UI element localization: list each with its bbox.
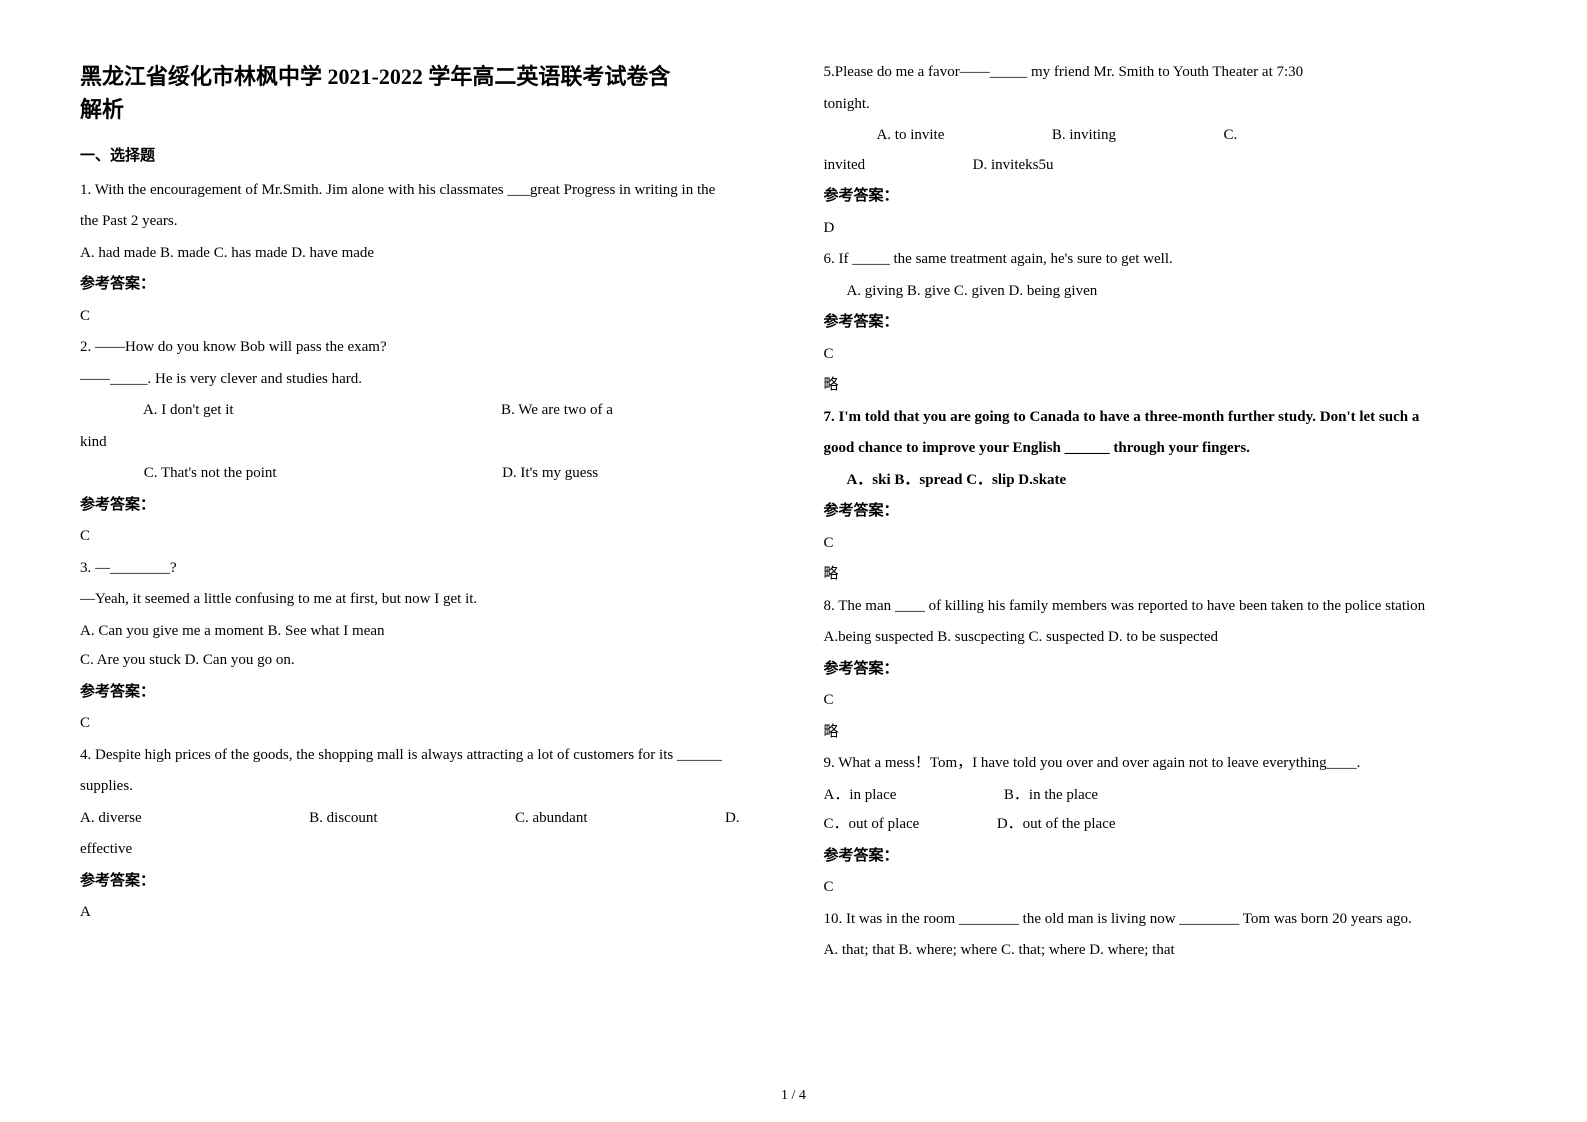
- q6-omit: 略: [824, 373, 1508, 399]
- q3-line2: —Yeah, it seemed a little confusing to m…: [80, 587, 764, 613]
- q2-line2: ——_____. He is very clever and studies h…: [80, 367, 764, 393]
- q7-answer-label: 参考答案：: [824, 499, 1508, 525]
- q5-optB: B. inviting: [1052, 127, 1116, 143]
- q3-answer-label: 参考答案：: [80, 680, 764, 706]
- q1-answer: C: [80, 304, 764, 330]
- q8-text: 8. The man ____ of killing his family me…: [824, 594, 1508, 620]
- q1-options: A. had made B. made C. has made D. have …: [80, 241, 764, 267]
- q1-answer-label: 参考答案：: [80, 272, 764, 298]
- q9-answer: C: [824, 875, 1508, 901]
- q5-answer-label: 参考答案：: [824, 184, 1508, 210]
- q6-options: A. giving B. give C. given D. being give…: [846, 283, 1097, 299]
- q4-effective: effective: [80, 837, 764, 863]
- q2-optA: A. I don't get it: [143, 402, 234, 418]
- q9-optD: D．out of the place: [997, 816, 1116, 832]
- q2-optD: D. It's my guess: [502, 465, 598, 481]
- q2-answer: C: [80, 524, 764, 550]
- q10-options: A. that; that B. where; where C. that; w…: [824, 938, 1508, 964]
- q9-answer-label: 参考答案：: [824, 844, 1508, 870]
- q6-answer-label: 参考答案：: [824, 310, 1508, 336]
- q5-optA: A. to invite: [876, 127, 944, 143]
- q1-text-line1: 1. With the encouragement of Mr.Smith. J…: [80, 178, 764, 204]
- title-line2: 解析: [80, 97, 124, 122]
- q6-text: 6. If _____ the same treatment again, he…: [824, 247, 1508, 273]
- q10-text: 10. It was in the room ________ the old …: [824, 907, 1508, 933]
- q5-text-line1: 5.Please do me a favor——_____ my friend …: [824, 60, 1508, 86]
- q5-answer: D: [824, 216, 1508, 242]
- q2-kind: kind: [80, 430, 764, 456]
- page-footer: 1 / 4: [0, 1088, 1587, 1104]
- q4-answer: A: [80, 900, 764, 926]
- q9-text: 9. What a mess！Tom，I have told you over …: [824, 751, 1508, 777]
- q8-options: A.being suspected B. suscpecting C. susp…: [824, 625, 1508, 651]
- q4-optD: D.: [725, 810, 740, 826]
- q8-answer: C: [824, 688, 1508, 714]
- q3-line1: 3. —________?: [80, 556, 764, 582]
- q6-answer: C: [824, 342, 1508, 368]
- q4-text-line2: supplies.: [80, 774, 764, 800]
- title-line1: 黑龙江省绥化市林枫中学 2021-2022 学年高二英语联考试卷含: [80, 64, 670, 89]
- q3-optsAB: A. Can you give me a moment B. See what …: [80, 619, 764, 645]
- q2-optB: B. We are two of a: [501, 402, 613, 418]
- q2-line1: 2. ——How do you know Bob will pass the e…: [80, 335, 764, 361]
- q7-text-line2: good chance to improve your English ____…: [824, 436, 1508, 462]
- q1-text-line2: the Past 2 years.: [80, 209, 764, 235]
- q4-answer-label: 参考答案：: [80, 869, 764, 895]
- q7-answer: C: [824, 531, 1508, 557]
- q5-optD: D. inviteks5u: [973, 157, 1054, 173]
- q7-omit: 略: [824, 562, 1508, 588]
- q2-optC: C. That's not the point: [144, 465, 277, 481]
- q9-optA: A．in place: [824, 787, 897, 803]
- q3-optsCD: C. Are you stuck D. Can you go on.: [80, 648, 764, 674]
- q9-optC: C．out of place: [824, 816, 920, 832]
- q4-optC: C. abundant: [515, 810, 588, 826]
- q7-options: A．ski B．spread C．slip D.skate: [846, 472, 1066, 488]
- section-1-heading: 一、选择题: [80, 144, 764, 170]
- q3-answer: C: [80, 711, 764, 737]
- q9-optB: B．in the place: [1004, 787, 1098, 803]
- q8-omit: 略: [824, 720, 1508, 746]
- q7-text-line1: 7. I'm told that you are going to Canada…: [824, 405, 1508, 431]
- q4-text-line1: 4. Despite high prices of the goods, the…: [80, 743, 764, 769]
- q8-answer-label: 参考答案：: [824, 657, 1508, 683]
- q5-invited: invited: [824, 157, 866, 173]
- q4-optB: B. discount: [309, 810, 377, 826]
- q2-answer-label: 参考答案：: [80, 493, 764, 519]
- q5-optC: C.: [1224, 127, 1238, 143]
- q5-text-line2: tonight.: [824, 92, 1508, 118]
- q4-optA: A. diverse: [80, 810, 142, 826]
